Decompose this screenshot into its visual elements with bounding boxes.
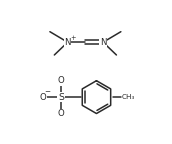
Text: S: S: [58, 93, 64, 102]
Text: CH₃: CH₃: [122, 94, 135, 100]
Text: O: O: [40, 93, 47, 102]
Text: +: +: [70, 35, 76, 41]
Text: O: O: [58, 76, 64, 85]
Text: O: O: [58, 109, 64, 118]
Text: −: −: [44, 89, 51, 95]
Text: N: N: [64, 38, 71, 47]
Text: N: N: [100, 38, 106, 47]
